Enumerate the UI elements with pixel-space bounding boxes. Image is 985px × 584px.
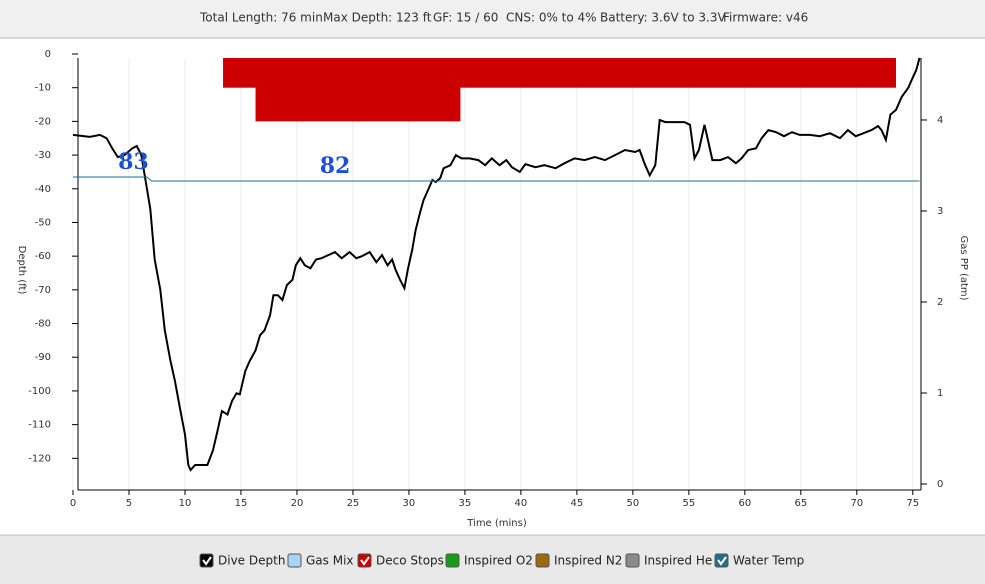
header-stat: Total Length: 76 min — [199, 11, 323, 25]
y-tick-label: -110 — [28, 420, 51, 431]
x-tick-label: 35 — [459, 498, 472, 509]
x-tick-label: 45 — [571, 498, 584, 509]
x-tick-label: 10 — [179, 498, 192, 509]
legend-label[interactable]: Inspired N2 — [554, 554, 622, 568]
header-stat: GF: 15 / 60 — [433, 11, 498, 25]
y-tick-label: -50 — [35, 217, 51, 228]
y-tick-label: -120 — [28, 453, 51, 464]
deco-stop — [255, 58, 461, 122]
y2-tick-label: 0 — [937, 479, 943, 490]
legend-label[interactable]: Water Temp — [733, 554, 804, 568]
temp-line — [73, 176, 920, 182]
y2-tick-label: 1 — [937, 388, 943, 399]
header-bar — [0, 0, 985, 38]
legend-label[interactable]: Deco Stops — [376, 554, 444, 568]
header-stat: CNS: 0% to 4% — [506, 11, 597, 25]
y2-tick-label: 2 — [937, 297, 943, 308]
y2-tick-label: 3 — [937, 206, 943, 217]
legend-label[interactable]: Gas Mix — [306, 554, 354, 568]
legend-checkbox[interactable] — [287, 553, 302, 568]
header-stat: Battery: 3.6V to 3.3V — [600, 11, 726, 25]
x-tick-label: 30 — [403, 498, 416, 509]
legend-checkbox[interactable] — [714, 553, 729, 568]
y-tick-label: -30 — [35, 150, 51, 161]
x-tick-label: 20 — [291, 498, 304, 509]
y-tick-label: -40 — [35, 184, 51, 195]
temp-label: 83 — [118, 149, 149, 175]
checkmark — [202, 556, 212, 566]
x-tick-label: 50 — [627, 498, 640, 509]
x-tick-label: 40 — [515, 498, 528, 509]
x-tick-label: 0 — [70, 498, 76, 509]
legend-checkbox[interactable] — [199, 553, 214, 568]
depth-line — [72, 57, 921, 472]
y2-tick-label: 4 — [937, 115, 943, 126]
y-tick-label: -90 — [35, 352, 51, 363]
checkmark — [360, 556, 370, 566]
y-tick-label: -80 — [35, 319, 51, 330]
x-tick-label: 75 — [906, 498, 919, 509]
y-tick-label: 0 — [45, 49, 51, 60]
checkmark — [717, 556, 727, 566]
x-axis-label: Time (mins) — [466, 518, 527, 529]
legend-label[interactable]: Inspired O2 — [464, 554, 533, 568]
x-tick-label: 65 — [794, 498, 807, 509]
legend-checkbox[interactable] — [445, 553, 460, 568]
y-tick-label: -10 — [35, 83, 51, 94]
header-stat: Firmware: v46 — [723, 11, 808, 25]
x-tick-label: 15 — [235, 498, 248, 509]
legend-label[interactable]: Inspired He — [644, 554, 712, 568]
temp-label: 82 — [320, 153, 351, 179]
x-tick-label: 25 — [347, 498, 360, 509]
y2-axis-label: Gas PP (atm) — [958, 235, 969, 300]
x-tick-label: 5 — [126, 498, 132, 509]
y-tick-label: -60 — [35, 251, 51, 262]
legend-bar — [0, 535, 985, 584]
x-tick-label: 70 — [850, 498, 863, 509]
legend-checkbox[interactable] — [625, 553, 640, 568]
y-tick-label: -20 — [35, 116, 51, 127]
y-tick-label: -100 — [28, 386, 51, 397]
y-tick-label: -70 — [35, 285, 51, 296]
header-stat: Max Depth: 123 ft — [323, 11, 432, 25]
x-tick-label: 55 — [682, 498, 695, 509]
legend-label[interactable]: Dive Depth — [218, 554, 285, 568]
x-tick-label: 60 — [738, 498, 751, 509]
legend-checkbox[interactable] — [535, 553, 550, 568]
y-axis-label: Depth (ft) — [16, 246, 27, 295]
legend-checkbox[interactable] — [357, 553, 372, 568]
